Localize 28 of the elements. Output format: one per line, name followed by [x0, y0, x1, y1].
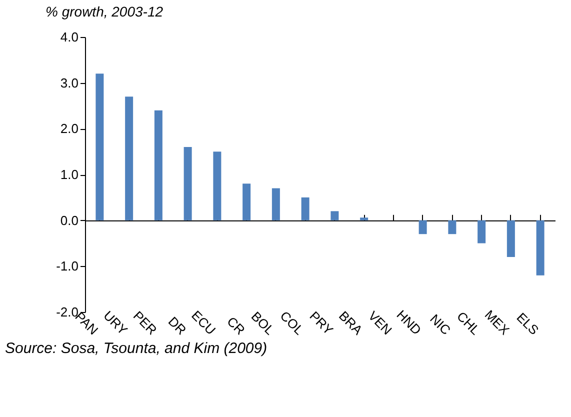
y-tick-label: 1.0: [60, 167, 78, 182]
x-tick-label: PRY: [306, 308, 336, 338]
bar: [242, 184, 251, 220]
bar: [154, 110, 162, 220]
x-tick-label: NIC: [427, 311, 454, 338]
x-tick-label: DR: [165, 314, 190, 338]
bar: [96, 74, 104, 220]
bar: [418, 220, 427, 234]
bar: [360, 218, 368, 220]
bar: [301, 197, 310, 220]
bar: [213, 152, 222, 220]
bar: [330, 211, 339, 220]
bar: [272, 188, 280, 220]
x-tick-label: CR: [224, 314, 248, 338]
bar: [184, 147, 192, 220]
bar: [448, 220, 456, 234]
bar: [536, 220, 544, 276]
y-tick-label: -1.0: [56, 258, 78, 274]
y-tick-label: 2.0: [60, 121, 78, 136]
x-tick-label: ELS: [514, 310, 542, 338]
y-tick-label: 0.0: [60, 212, 78, 228]
y-axis-title: % growth, 2003-12: [46, 4, 164, 20]
bar: [506, 220, 515, 257]
bar: [478, 220, 486, 244]
y-tick-label: 3.0: [60, 75, 78, 90]
source-note: Source: Sosa, Tsounta, and Kim (2009): [5, 340, 268, 358]
y-tick-label: 4.0: [60, 30, 78, 44]
bar: [125, 96, 134, 220]
